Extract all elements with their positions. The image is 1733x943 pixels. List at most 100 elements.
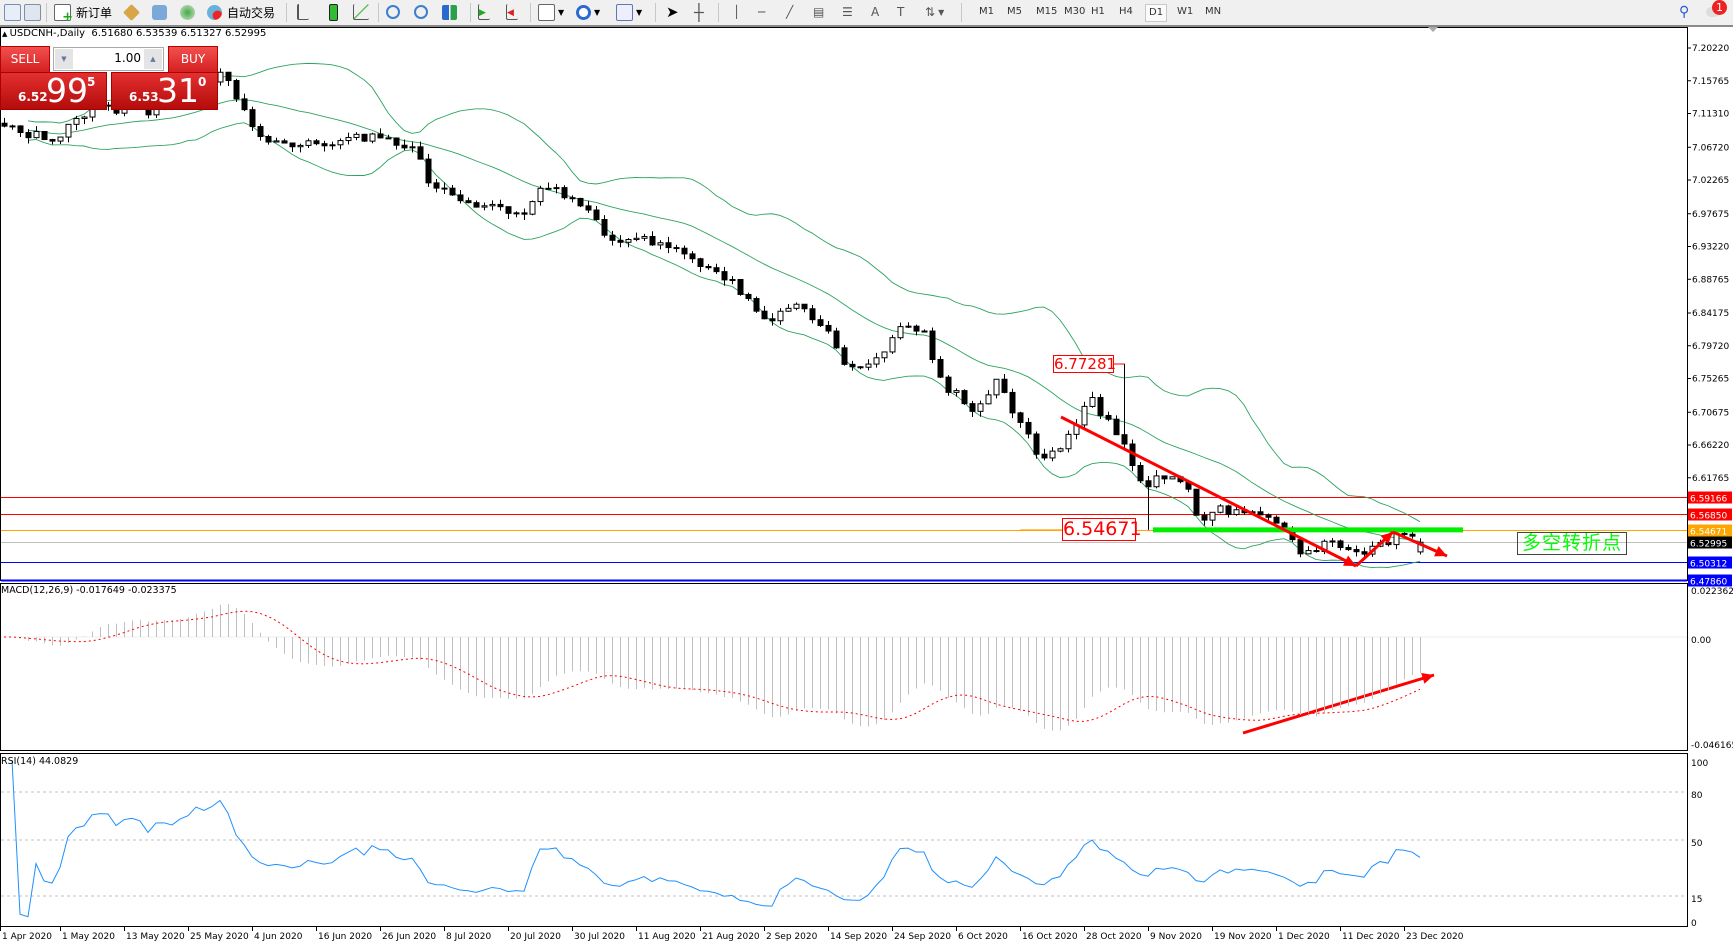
candle xyxy=(393,137,400,150)
fibonacci-icon[interactable]: ☰ xyxy=(842,5,853,19)
lot-increase-button[interactable]: ▲ xyxy=(144,49,162,69)
bear-candle-body xyxy=(545,187,552,190)
candle xyxy=(73,115,80,131)
candle xyxy=(625,238,632,248)
price-tick-label: 7.15765 xyxy=(1692,77,1729,87)
macd-tick-label: 0.00 xyxy=(1691,636,1711,646)
market-watch-icon[interactable] xyxy=(152,3,167,21)
high-price-label[interactable]: 6.77281 xyxy=(1053,355,1117,373)
candle xyxy=(441,182,448,194)
text-icon[interactable]: A xyxy=(871,5,880,19)
templates-icon[interactable]: ▼ xyxy=(616,3,642,21)
candle xyxy=(801,303,808,313)
auto-trading-button[interactable]: 自动交易 xyxy=(207,3,275,21)
candle xyxy=(1041,448,1048,461)
bull-candle-body xyxy=(1081,405,1088,426)
tile-windows-icon[interactable] xyxy=(442,3,457,21)
lot-size-input[interactable]: 1.00 xyxy=(114,51,141,65)
periods-icon[interactable]: ▼ xyxy=(576,3,600,21)
bear-candle-body xyxy=(473,202,480,208)
turning-point-label[interactable]: 多空转折点 xyxy=(1517,532,1627,555)
signals-icon[interactable] xyxy=(180,3,195,21)
search-icon[interactable]: ⚲ xyxy=(1679,4,1690,20)
bear-candle-body xyxy=(1033,433,1040,455)
lot-decrease-button[interactable]: ▼ xyxy=(55,49,73,69)
rsi-panel-frame xyxy=(0,753,1688,927)
x-tick-label: 11 Aug 2020 xyxy=(638,932,696,942)
timeframe-w1[interactable]: W1 xyxy=(1177,6,1194,17)
auto-scroll-icon[interactable]: ▶ xyxy=(478,3,490,21)
rsi-tick-label: 100 xyxy=(1691,759,1708,769)
candle xyxy=(257,123,264,141)
candle xyxy=(1105,411,1112,422)
x-tick-label: 19 Nov 2020 xyxy=(1214,932,1272,942)
lot-size-stepper[interactable]: ▼ 1.00 ▲ xyxy=(53,47,164,71)
bull-candle-body xyxy=(633,237,640,241)
timeframe-m30[interactable]: M30 xyxy=(1064,6,1086,17)
bear-candle-body xyxy=(385,137,392,140)
new-order-button[interactable]: + 新订单 xyxy=(54,3,112,24)
timeframe-m5[interactable]: M5 xyxy=(1007,6,1022,17)
candlestick-icon[interactable] xyxy=(325,3,342,21)
candle xyxy=(1353,545,1360,557)
price-tick-label: 6.75265 xyxy=(1692,375,1729,385)
timeframe-m15[interactable]: M15 xyxy=(1036,6,1058,17)
timeframe-m1[interactable]: M1 xyxy=(979,6,994,17)
collapse-triangle-icon[interactable]: ▲ xyxy=(2,30,10,38)
chart-shift-icon[interactable]: ◀ xyxy=(506,3,518,21)
sell-button[interactable]: SELL xyxy=(0,46,50,73)
bear-candle-body xyxy=(937,359,944,378)
text-label-icon[interactable]: T xyxy=(897,5,905,19)
zoom-in-icon[interactable] xyxy=(386,3,400,21)
metaeditor-icon[interactable] xyxy=(123,3,140,21)
price-tick-label: 6.70675 xyxy=(1692,408,1729,418)
bollinger-upper-band xyxy=(27,62,1421,523)
bear-candle-body xyxy=(561,187,568,199)
new-chart-icon[interactable] xyxy=(4,3,21,21)
buy-button[interactable]: BUY xyxy=(168,46,218,73)
candle xyxy=(1297,539,1304,558)
arrows-icon[interactable]: ⇅ ▼ xyxy=(925,5,945,19)
level-price-label[interactable]: 6.54671 xyxy=(1062,518,1142,541)
bear-candle-body xyxy=(313,140,320,145)
price-tick-label: 6.88765 xyxy=(1692,275,1729,285)
timeframe-h1[interactable]: H1 xyxy=(1091,6,1105,17)
indicators-icon[interactable]: ▼ xyxy=(538,3,564,21)
candle xyxy=(241,93,248,112)
cursor-icon[interactable]: ➤ xyxy=(666,3,679,21)
candle xyxy=(825,321,832,334)
bull-candle-body xyxy=(897,326,904,339)
equidistant-channel-icon[interactable]: ▤ xyxy=(813,5,825,19)
candle xyxy=(849,360,856,371)
macd-tick-label: -0.046165 xyxy=(1691,741,1733,751)
timeframe-d1[interactable]: D1 xyxy=(1145,4,1168,22)
buy-price[interactable]: 6.53 31 0 xyxy=(111,71,218,110)
crosshair-icon[interactable]: ┼ xyxy=(694,2,704,22)
bear-candle-body xyxy=(1145,480,1152,488)
notifications-button[interactable]: 1 xyxy=(1706,0,1727,21)
bear-candle-body xyxy=(1121,434,1128,445)
candle xyxy=(1097,394,1104,419)
trendline-icon[interactable]: ╱ xyxy=(786,5,794,19)
candle xyxy=(217,68,224,86)
candle xyxy=(33,126,40,139)
bar-chart-icon[interactable] xyxy=(297,3,309,21)
zoom-out-icon[interactable] xyxy=(414,3,428,21)
bull-candle-body xyxy=(33,131,40,139)
bull-candle-body xyxy=(921,330,928,333)
timeframe-mn[interactable]: MN xyxy=(1205,6,1222,17)
vertical-line-icon[interactable]: │ xyxy=(733,5,741,19)
toolbar: + 新订单 自动交易 ▶ ◀ ▼ ▼ ▼ ➤ ┼ │ ─ ╱ ▤ ☰ A T ⇅ ▼… xyxy=(0,0,1733,27)
timeframe-h4[interactable]: H4 xyxy=(1119,6,1133,17)
bear-candle-body xyxy=(225,71,232,82)
bull-candle-body xyxy=(273,140,280,143)
line-chart-icon[interactable] xyxy=(353,3,369,21)
sell-price[interactable]: 6.52 99 5 xyxy=(0,71,107,110)
bull-candle-body xyxy=(953,390,960,393)
profiles-icon[interactable] xyxy=(24,3,41,21)
horizontal-line-icon[interactable]: ─ xyxy=(758,5,766,19)
bear-candle-body xyxy=(361,133,368,142)
bear-candle-body xyxy=(521,212,528,215)
chart-canvas[interactable]: 1 Apr 2020 1 May 2020 13 May 2020 25 May 20… xyxy=(0,27,1733,943)
macd-label: MACD(12,26,9) -0.017649 -0.023375 xyxy=(1,585,177,596)
